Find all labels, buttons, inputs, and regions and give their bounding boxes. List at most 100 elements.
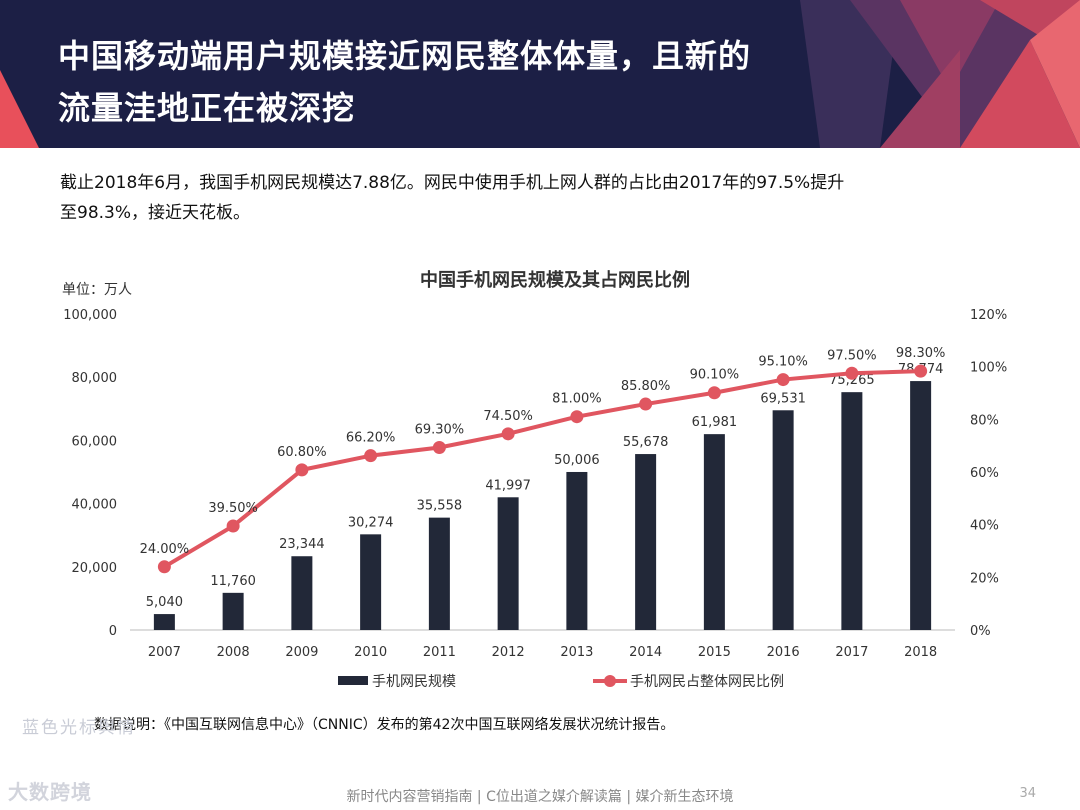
x-tick-label: 2008	[217, 645, 250, 660]
bar-2013	[566, 471, 588, 630]
x-tick-label: 2012	[492, 645, 525, 660]
right-triangle-1	[800, 0, 900, 148]
ratio-value-label: 74.50%	[483, 409, 533, 424]
ratio-point-2007	[157, 560, 171, 574]
decorative-triangles	[0, 0, 1080, 148]
ratio-value-label: 95.10%	[758, 355, 808, 370]
ratio-value-label: 39.50%	[208, 501, 258, 516]
y-left-tick-label: 100,000	[63, 308, 117, 323]
y-left-tick-label: 20,000	[72, 561, 118, 576]
ratio-point-2015	[707, 386, 721, 400]
bar-2014	[635, 454, 657, 630]
y-left-tick-label: 60,000	[72, 434, 118, 449]
bar-value-label: 30,274	[348, 515, 394, 530]
left-accent-triangle	[0, 70, 39, 148]
ratio-value-label: 60.80%	[277, 445, 327, 460]
summary-line-1: 截止2018年6月，我国手机网民规模达7.88亿。网民中使用手机上网人群的占比由…	[60, 173, 845, 193]
right-triangle-5	[960, 40, 1080, 148]
page-number: 34	[1019, 786, 1036, 801]
x-tick-label: 2018	[904, 645, 937, 660]
bar-value-label: 69,531	[760, 391, 806, 406]
ratio-point-2018	[914, 364, 928, 378]
x-tick-label: 2007	[148, 645, 181, 660]
bar-2008	[222, 592, 244, 630]
bar-2017	[841, 392, 863, 630]
ratio-value-label: 98.30%	[896, 346, 946, 361]
legend-line-label: 手机网民占整体网民比例	[630, 674, 784, 690]
y-left-tick-label: 40,000	[72, 498, 118, 513]
title-line-1: 中国移动端用户规模接近网民整体体量，且新的	[58, 37, 752, 75]
bar-value-label: 11,760	[210, 574, 256, 589]
x-tick-label: 2009	[285, 645, 318, 660]
y-left-tick-label: 0	[109, 624, 117, 639]
legend-bar-label: 手机网民规模	[372, 674, 456, 690]
watermark-text: 蓝色光标舆情	[22, 718, 136, 738]
y-right-tick-label: 100%	[970, 361, 1007, 376]
bar-value-label: 41,997	[485, 478, 531, 493]
bar-value-label: 61,981	[692, 415, 738, 430]
ratio-point-2014	[639, 397, 653, 411]
right-triangle-7	[880, 50, 960, 148]
summary-text: 截止2018年6月，我国手机网民规模达7.88亿。网民中使用手机上网人群的占比由…	[60, 168, 1020, 228]
ratio-point-2013	[570, 410, 584, 424]
y-right-tick-label: 120%	[970, 308, 1007, 323]
bar-value-label: 23,344	[279, 537, 325, 552]
x-tick-label: 2015	[698, 645, 731, 660]
chart-title: 中国手机网民规模及其占网民比例	[420, 269, 690, 291]
bar-2009	[291, 556, 313, 630]
bar-2012	[497, 497, 519, 630]
bar-value-label: 50,006	[554, 453, 600, 468]
ratio-line	[163, 369, 921, 569]
ratio-value-label: 24.00%	[140, 542, 190, 557]
x-tick-label: 2011	[423, 645, 456, 660]
bar-2011	[428, 517, 450, 630]
legend-line-marker	[604, 675, 616, 687]
bar-2015	[703, 434, 725, 630]
bar-2007	[153, 614, 175, 630]
watermark-logo-text: 大数跨境	[8, 780, 92, 804]
y-right-tick-label: 60%	[970, 466, 999, 481]
ratio-value-label: 69.30%	[415, 423, 465, 438]
x-tick-label: 2016	[767, 645, 800, 660]
bar-value-label: 5,040	[146, 595, 183, 610]
chart-unit-label: 单位：万人	[62, 282, 132, 298]
y-right-tick-label: 40%	[970, 519, 999, 534]
ratio-point-2012	[501, 427, 515, 441]
bar-2010	[360, 534, 382, 630]
footer-text: 新时代内容营销指南 | C位出道之媒介解读篇 | 媒介新生态环境	[346, 789, 734, 805]
ratio-value-label: 97.50%	[827, 348, 877, 363]
legend-bar-swatch	[338, 676, 368, 685]
summary-line-2: 至98.3%，接近天花板。	[60, 203, 251, 223]
bar-2018	[910, 381, 932, 630]
bar-value-label: 35,558	[417, 499, 463, 514]
bar-2016	[772, 410, 794, 630]
ratio-point-2008	[226, 519, 240, 533]
y-right-tick-label: 0%	[970, 624, 991, 639]
ratio-value-label: 90.10%	[690, 368, 740, 383]
ratio-point-2011	[432, 441, 446, 455]
bar-value-label: 75,265	[829, 373, 875, 388]
y-right-tick-label: 80%	[970, 413, 999, 428]
x-tick-label: 2013	[560, 645, 593, 660]
ratio-point-2017	[845, 366, 859, 380]
x-tick-label: 2017	[835, 645, 868, 660]
right-triangle-3	[900, 0, 1000, 90]
y-left-tick-label: 80,000	[72, 371, 118, 386]
ratio-value-label: 85.80%	[621, 379, 671, 394]
y-right-tick-label: 20%	[970, 571, 999, 586]
title-line-2: 流量洼地正在被深挖	[58, 89, 356, 127]
ratio-point-2009	[295, 463, 309, 477]
bar-value-label: 55,678	[623, 435, 669, 450]
x-tick-label: 2010	[354, 645, 387, 660]
ratio-value-label: 66.20%	[346, 431, 396, 446]
right-triangle-2	[850, 0, 1080, 148]
right-triangle-6	[1030, 0, 1080, 148]
ratio-point-2010	[364, 449, 378, 463]
ratio-point-2016	[776, 373, 790, 387]
data-source-note: 数据说明：《中国互联网信息中心》（CNNIC）发布的第42次中国互联网络发展状况…	[94, 717, 675, 733]
x-tick-label: 2014	[629, 645, 662, 660]
page-title: 中国移动端用户规模接近网民整体体量，且新的 流量洼地正在被深挖	[58, 30, 878, 134]
ratio-value-label: 81.00%	[552, 392, 602, 407]
header-banner: 中国移动端用户规模接近网民整体体量，且新的 流量洼地正在被深挖	[0, 0, 1080, 148]
